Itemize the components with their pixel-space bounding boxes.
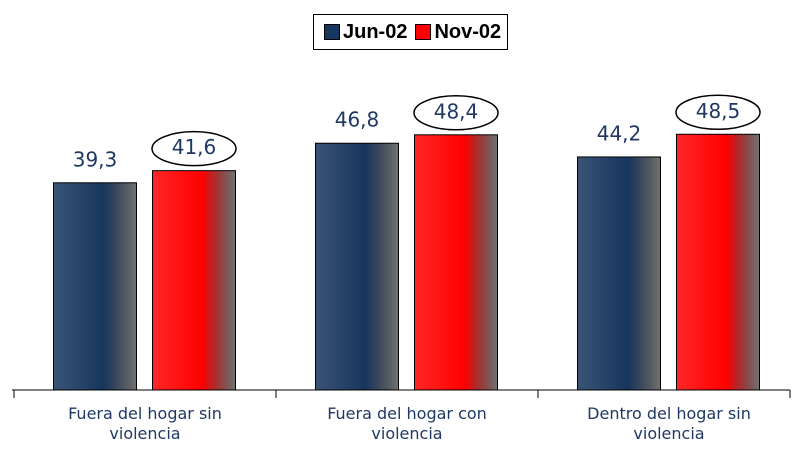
x-tick-label: Fuera del hogar sin violencia: [68, 404, 222, 443]
highlight-ellipse: [675, 94, 761, 131]
bar: [53, 182, 137, 391]
bar: [152, 170, 236, 391]
value-label: 48,4: [434, 99, 479, 123]
legend-label: Jun-02: [343, 20, 408, 43]
legend-swatch: [324, 24, 340, 40]
bar: [676, 133, 760, 391]
legend-swatch: [415, 24, 432, 40]
value-label: 46,8: [335, 108, 380, 132]
value-label: 41,6: [172, 135, 217, 159]
bar: [577, 156, 661, 391]
bar: [414, 134, 498, 391]
x-tick-label: Fuera del hogar con violencia: [327, 404, 487, 443]
legend-label: Nov-02: [434, 20, 502, 43]
value-label: 44,2: [597, 121, 642, 145]
value-label: 48,5: [696, 99, 741, 123]
value-label: 39,3: [73, 147, 118, 171]
bar: [315, 142, 399, 391]
highlight-ellipse: [413, 95, 499, 131]
x-tick-label: Dentro del hogar sin violencia: [587, 404, 751, 443]
legend: Jun-02 Nov-02: [313, 14, 509, 50]
highlight-ellipse: [151, 130, 237, 167]
